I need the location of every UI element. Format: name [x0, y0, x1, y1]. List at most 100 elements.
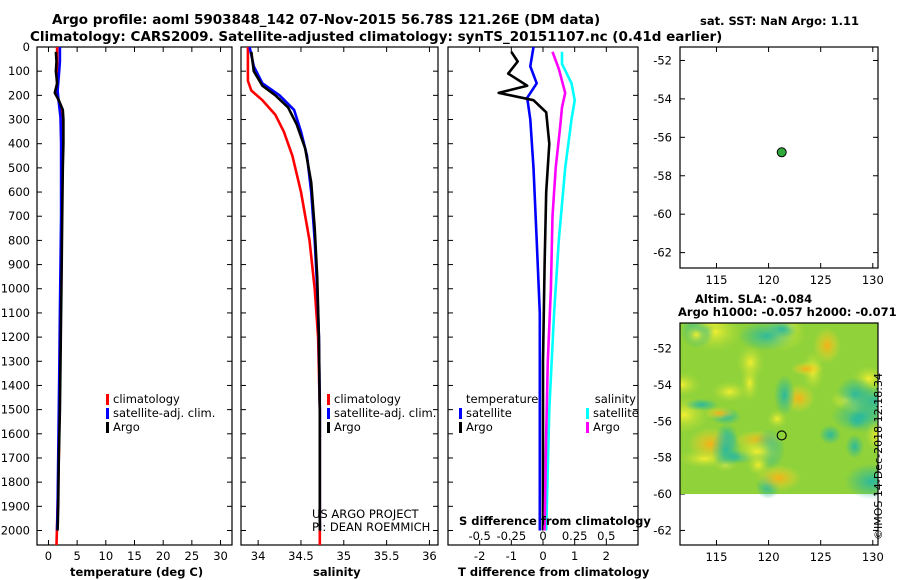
map-x-tick-label: 115 — [705, 550, 727, 564]
pressure-tick-label: 0 — [23, 40, 30, 54]
map-y-tick-label: -58 — [653, 451, 672, 465]
sla-blob — [680, 371, 703, 398]
series-line-t-argo — [497, 51, 551, 531]
diff-legend-swatch — [459, 408, 462, 419]
location-map-title: sat. SST: NaN Argo: 1.11 — [700, 14, 860, 28]
map-y-tick-label: -54 — [653, 92, 672, 106]
map-x-tick-label: 120 — [758, 273, 780, 287]
x-tick-label: 15 — [127, 549, 142, 563]
diff-legend-title: salinity — [595, 392, 636, 406]
top-tick-label: 0.5 — [597, 529, 615, 543]
diff-legend-title: temperature — [466, 392, 538, 406]
pressure-tick-label: 100 — [8, 64, 30, 78]
pressure-tick-label: 400 — [8, 137, 30, 151]
map-x-tick-label: 130 — [862, 273, 884, 287]
map-x-tick-label: 120 — [758, 550, 780, 564]
temperature-legend-label: climatology — [113, 392, 180, 406]
sla-blob — [790, 361, 823, 377]
map-y-tick-label: -52 — [653, 341, 672, 355]
x-tick-label: 0 — [539, 549, 546, 563]
pressure-tick-label: 2000 — [1, 523, 30, 537]
x-tick-label: 1 — [571, 549, 578, 563]
pressure-tick-label: 900 — [8, 258, 30, 272]
map-x-tick-label: 115 — [705, 273, 727, 287]
top-tick-label: -0.25 — [496, 529, 526, 543]
series-line-climatology — [246, 47, 322, 545]
map-y-tick-label: -60 — [653, 487, 672, 501]
temperature-legend-swatch — [106, 394, 109, 405]
temperature-legend-label: Argo — [113, 420, 140, 434]
sla-blob — [819, 425, 842, 445]
sla-map-frame — [679, 322, 879, 546]
pressure-tick-label: 800 — [8, 233, 30, 247]
salinity-legend-swatch — [327, 394, 330, 405]
temperature-legend-swatch — [106, 408, 109, 419]
sla-blob — [847, 411, 867, 429]
x-tick-label: 34 — [251, 549, 266, 563]
pressure-tick-label: 600 — [8, 185, 30, 199]
sla-blob — [845, 434, 864, 459]
temperature-legend-label: satellite-adj. clim. — [113, 406, 215, 420]
x-tick-label: 0 — [45, 549, 52, 563]
series-line-s-satellite — [544, 51, 577, 531]
sla-blob — [710, 380, 749, 404]
salinity-legend-label: satellite-adj. clim. — [334, 406, 436, 420]
salinity-legend-label: climatology — [334, 392, 401, 406]
x-tick-label: 36 — [422, 549, 437, 563]
series-line-satellite-adj-clim- — [248, 46, 322, 531]
argo-location-marker — [776, 430, 787, 441]
x-tick-label: 34.5 — [288, 549, 314, 563]
x-tick-label: 30 — [213, 549, 228, 563]
map-y-tick-label: -52 — [653, 53, 672, 67]
series-line-argo — [250, 51, 322, 531]
map-y-tick-label: -56 — [653, 130, 672, 144]
salinity-axis-label: salinity — [313, 565, 361, 579]
pressure-tick-label: 200 — [8, 88, 30, 102]
diff-legend-label: satellite — [466, 406, 512, 420]
sla-blob — [684, 323, 709, 346]
x-tick-label: 5 — [73, 549, 80, 563]
x-tick-label: 10 — [99, 549, 114, 563]
title-line-1: Argo profile: aoml 5903848_142 07-Nov-20… — [52, 12, 601, 28]
sla-blob — [735, 343, 765, 382]
s-difference-axis-label: S difference from climatology — [459, 514, 651, 528]
sla-blob — [864, 418, 878, 453]
sla-blob — [704, 406, 735, 420]
sla-blob — [711, 429, 741, 471]
pressure-tick-label: 700 — [8, 209, 30, 223]
temperature-legend-swatch — [106, 422, 109, 433]
project-credit: US ARGO PROJECT — [312, 507, 420, 521]
sla-blob — [765, 323, 799, 338]
map-y-tick-label: -62 — [653, 246, 672, 260]
diff-legend-label: Argo — [466, 420, 493, 434]
imos-stamp: ©IMOS 14-Dec-2018 12:18:34 — [872, 373, 885, 540]
top-tick-label: -0.5 — [468, 529, 490, 543]
sla-blob — [773, 374, 796, 416]
top-tick-label: 0 — [539, 529, 546, 543]
pressure-tick-label: 1300 — [1, 354, 30, 368]
pressure-tick-label: 1800 — [1, 475, 30, 489]
map-y-tick-label: -58 — [653, 169, 672, 183]
plot-frame-salinity — [240, 46, 439, 546]
sla-map-title: Altim. SLA: -0.084 — [695, 292, 813, 306]
salinity-legend-label: Argo — [334, 420, 361, 434]
argo-location-marker — [776, 147, 787, 158]
pressure-tick-label: 1100 — [1, 306, 30, 320]
series-line-s-argo — [543, 51, 567, 531]
map-y-tick-label: -54 — [653, 378, 672, 392]
pressure-tick-label: 1600 — [1, 427, 30, 441]
diff-legend-swatch — [586, 422, 589, 433]
map-y-tick-label: -60 — [653, 207, 672, 221]
pressure-tick-label: 300 — [8, 113, 30, 127]
t-difference-axis-label: T difference from climatology — [458, 565, 650, 579]
location-map-frame — [679, 46, 879, 269]
x-tick-label: 2 — [603, 549, 610, 563]
salinity-legend-swatch — [327, 408, 330, 419]
x-tick-label: -1 — [506, 549, 517, 563]
diff-legend-label: Argo — [593, 420, 620, 434]
sla-heatmap — [680, 323, 878, 500]
pressure-tick-label: 1900 — [1, 499, 30, 513]
diff-legend-swatch — [586, 408, 589, 419]
temperature-axis-label: temperature (deg C) — [70, 565, 204, 579]
